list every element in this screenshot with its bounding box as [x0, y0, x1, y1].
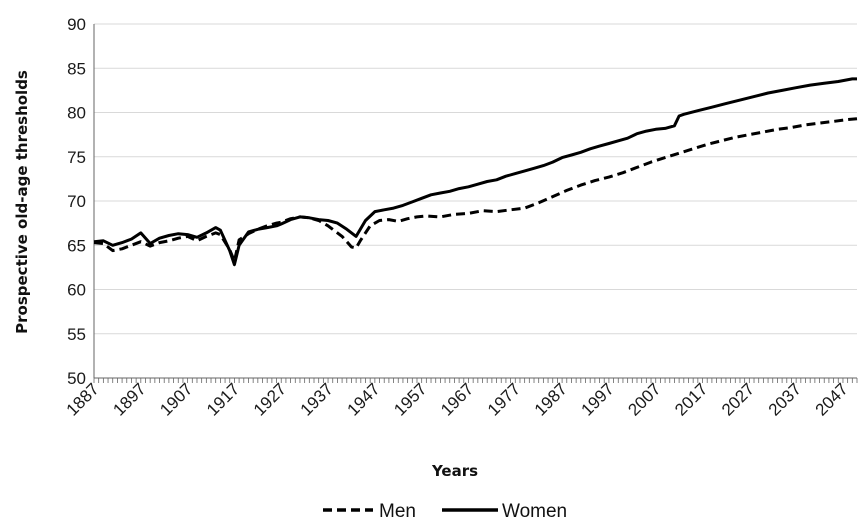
- x-tick-label-1977: 1977: [484, 379, 524, 419]
- y-tick-label-70: 70: [67, 192, 86, 211]
- x-tick-label-1987: 1987: [531, 379, 571, 419]
- x-axis: 1887 1897 1907 1917 1927 1937 1947 1957 1967 1977…: [63, 377, 858, 420]
- y-tick-label-50: 50: [67, 369, 86, 388]
- x-tick-label-2027: 2027: [718, 379, 758, 419]
- y-tick-label-90: 90: [67, 15, 86, 34]
- legend: Men Women: [323, 501, 567, 519]
- series-line-men: [93, 117, 858, 263]
- x-tick-label-2037: 2037: [765, 379, 805, 419]
- legend-label-men: Men: [379, 501, 416, 519]
- y-tick-label-80: 80: [67, 104, 86, 123]
- y-tick-label-75: 75: [67, 148, 86, 167]
- y-tick-label-85: 85: [67, 59, 86, 78]
- x-tick-label-1917: 1917: [203, 379, 243, 419]
- series-line-women: [93, 77, 857, 267]
- y-tick-label-65: 65: [67, 236, 86, 255]
- y-tick-label-55: 55: [67, 325, 86, 344]
- x-tick-label-1957: 1957: [390, 379, 430, 419]
- y-axis: 50 55 60 65 70 75 80 85 90: [67, 15, 95, 388]
- y-tick-label-60: 60: [67, 281, 86, 300]
- x-tick-label-2017: 2017: [671, 379, 711, 419]
- x-tick-label-1997: 1997: [578, 379, 618, 419]
- x-tick-label-1907: 1907: [156, 379, 196, 419]
- gridlines: [94, 23, 857, 335]
- x-tick-label-1927: 1927: [250, 379, 290, 419]
- x-tick-label-1967: 1967: [437, 379, 477, 419]
- legend-label-women: Women: [502, 501, 567, 519]
- x-tick-label-1897: 1897: [109, 379, 149, 419]
- y-axis-title: Prospective old-age thresholds: [13, 70, 31, 334]
- x-tick-label-1937: 1937: [297, 379, 337, 419]
- x-tick-label-1947: 1947: [344, 379, 384, 419]
- x-axis-title: Years: [431, 462, 478, 480]
- x-tick-label-2047: 2047: [812, 379, 852, 419]
- x-tick-label-2007: 2007: [624, 379, 664, 419]
- series-lines: [93, 77, 858, 267]
